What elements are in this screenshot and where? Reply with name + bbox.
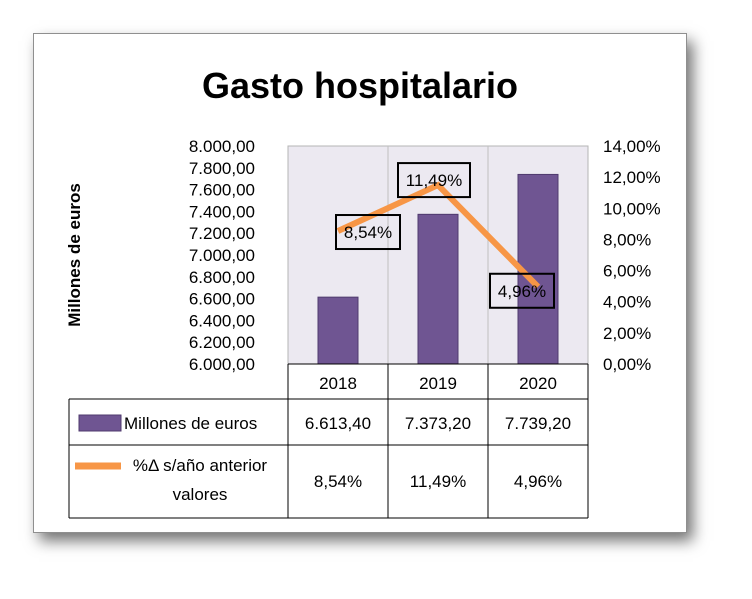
pct-data-label: 11,49% <box>406 171 462 190</box>
y-axis-tick-label: 6.000,00 <box>189 355 255 374</box>
chart-svg: Gasto hospitalario 8.000,00 7.800,00 7.600,… <box>65 65 661 519</box>
y2-axis-tick-label: 10,00% <box>603 199 661 218</box>
data-label-box <box>397 162 471 199</box>
x-axis-category-label: 2020 <box>519 374 557 393</box>
y-axis-tick-label: 6.200,00 <box>189 333 255 352</box>
legend-line-series-name: valores <box>173 485 228 504</box>
y-axis-tick-label: 7.200,00 <box>189 224 255 243</box>
y-axis-tick-label: 7.400,00 <box>189 202 255 221</box>
chart-title: Gasto hospitalario <box>202 65 518 106</box>
data-label-box <box>489 272 555 309</box>
bar-2018 <box>317 296 359 365</box>
table-cell-value: 6.613,40 <box>305 414 371 433</box>
bar-2019 <box>417 213 459 365</box>
y2-axis-tick-label: 8,00% <box>603 230 651 249</box>
table-cell-value: 11,49% <box>410 472 466 491</box>
y-axis-tick-label: 7.800,00 <box>189 159 255 178</box>
pct-data-label: 8,54% <box>344 223 392 242</box>
chart-frame: Gasto hospitalario 8.000,00 7.800,00 7.600,… <box>33 33 687 533</box>
x-axis-category-label: 2018 <box>319 374 357 393</box>
table-cell-value: 7.739,20 <box>505 414 571 433</box>
y2-axis-tick-label: 14,00% <box>603 137 661 156</box>
table-cell-value: 8,54% <box>314 472 362 491</box>
y2-axis-tick-label: 2,00% <box>603 324 651 343</box>
table-cell-value: 4,96% <box>514 472 562 491</box>
y2-axis-tick-label: 4,00% <box>603 293 651 312</box>
x-axis-category-label: 2019 <box>419 374 457 393</box>
legend-bar-swatch <box>78 414 122 432</box>
y-axis-tick-label: 7.600,00 <box>189 181 255 200</box>
y-axis-tick-label: 7.000,00 <box>189 246 255 265</box>
y2-axis-tick-label: 0,00% <box>603 355 651 374</box>
y-axis-label: Millones de euros <box>65 183 84 327</box>
pct-data-label: 4,96% <box>498 282 546 301</box>
table-cell-value: 7.373,20 <box>405 414 471 433</box>
data-label-box <box>335 214 401 251</box>
legend-bar-series-name: Millones de euros <box>124 414 257 433</box>
y-axis-tick-label: 6.800,00 <box>189 268 255 287</box>
y2-axis-tick-label: 12,00% <box>603 168 661 187</box>
legend-line-series-name: %Δ s/año anterior <box>133 456 268 475</box>
y-axis-tick-label: 8.000,00 <box>189 137 255 156</box>
y-axis-tick-label: 6.600,00 <box>189 290 255 309</box>
y2-axis-tick-label: 6,00% <box>603 262 651 281</box>
y-axis-tick-label: 6.400,00 <box>189 311 255 330</box>
